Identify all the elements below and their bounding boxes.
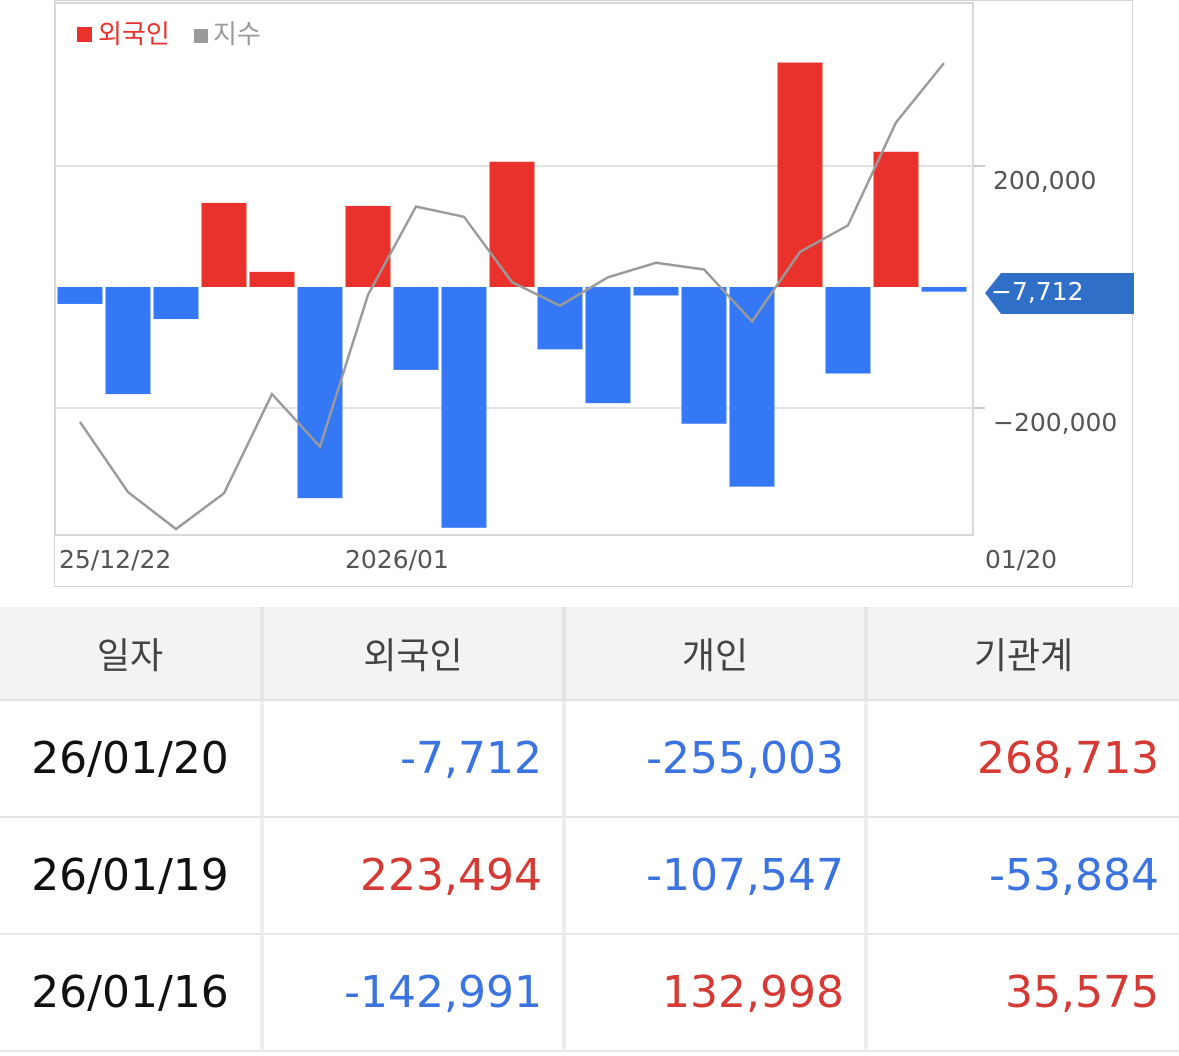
bar-positive xyxy=(249,271,295,287)
legend-swatch-index xyxy=(194,29,208,43)
investor-trend-chart: 200,000 −200,000 25/12/22 2026/01 01/20 외국인… xyxy=(54,0,1134,587)
bar-negative xyxy=(153,287,199,320)
header-institution[interactable]: 기관계 xyxy=(868,607,1179,701)
latest-value-label: −7,712 xyxy=(991,277,1084,306)
foreign-cell: -142,991 xyxy=(264,935,566,1052)
table-row[interactable]: 26/01/16 -142,991 132,998 35,575 xyxy=(0,935,1179,1052)
legend-label-index: 지수 xyxy=(213,20,261,50)
y-tick-label: −200,000 xyxy=(993,408,1117,437)
bar-positive xyxy=(345,205,391,287)
foreign-bars xyxy=(57,62,967,528)
date-cell: 26/01/19 xyxy=(0,818,264,935)
individual-cell: -107,547 xyxy=(566,818,868,935)
table-row[interactable]: 26/01/20 -7,712 -255,003 268,713 xyxy=(0,701,1179,818)
bar-negative xyxy=(633,287,679,296)
institution-cell: 35,575 xyxy=(868,935,1179,1052)
table-row[interactable]: 26/01/19 223,494 -107,547 -53,884 xyxy=(0,818,1179,935)
bar-positive xyxy=(873,151,919,287)
header-individual[interactable]: 개인 xyxy=(566,607,868,701)
legend: 외국인 지수 xyxy=(77,20,261,50)
x-tick-label: 01/20 xyxy=(985,545,1057,574)
bar-negative xyxy=(921,287,967,292)
date-cell: 26/01/16 xyxy=(0,935,264,1052)
bar-positive xyxy=(489,161,535,287)
x-axis-ticks: 25/12/22 2026/01 01/20 xyxy=(59,545,1057,574)
plot-area-border xyxy=(55,2,974,536)
latest-value-badge-shape xyxy=(985,273,1134,314)
bar-positive xyxy=(777,62,823,287)
bar-negative xyxy=(57,287,103,304)
individual-cell: 132,998 xyxy=(566,935,868,1052)
bar-negative xyxy=(729,287,775,487)
table-header-row: 일자 외국인 개인 기관계 xyxy=(0,607,1179,701)
bar-negative xyxy=(297,287,343,499)
chart-canvas: 200,000 −200,000 25/12/22 2026/01 01/20 외국인… xyxy=(55,2,1134,574)
index-line-layer xyxy=(78,62,945,531)
individual-cell: -255,003 xyxy=(566,701,868,818)
bar-negative xyxy=(105,287,151,395)
header-date[interactable]: 일자 xyxy=(0,607,264,701)
bar-negative xyxy=(393,287,439,370)
y-axis-ticks: 200,000 −200,000 xyxy=(993,166,1117,437)
bar-positive xyxy=(201,202,247,287)
bar-negative xyxy=(585,287,631,404)
index-line xyxy=(78,62,945,531)
legend-swatch-foreign xyxy=(77,27,92,42)
bar-negative xyxy=(825,287,871,374)
latest-value-badge: −7,712 xyxy=(985,273,1134,314)
date-cell: 26/01/20 xyxy=(0,701,264,818)
bar-negative xyxy=(681,287,727,424)
legend-label-foreign: 외국인 xyxy=(98,20,170,50)
foreign-cell: -7,712 xyxy=(264,701,566,818)
y-tick-label: 200,000 xyxy=(993,166,1096,195)
x-tick-label: 25/12/22 xyxy=(59,545,171,574)
x-tick-label: 2026/01 xyxy=(345,545,449,574)
investor-table: 일자 외국인 개인 기관계 26/01/20 -7,712 -255,003 2… xyxy=(0,607,1179,1052)
foreign-cell: 223,494 xyxy=(264,818,566,935)
institution-cell: 268,713 xyxy=(868,701,1179,818)
institution-cell: -53,884 xyxy=(868,818,1179,935)
header-foreign[interactable]: 외국인 xyxy=(264,607,566,701)
bar-negative xyxy=(441,287,487,528)
